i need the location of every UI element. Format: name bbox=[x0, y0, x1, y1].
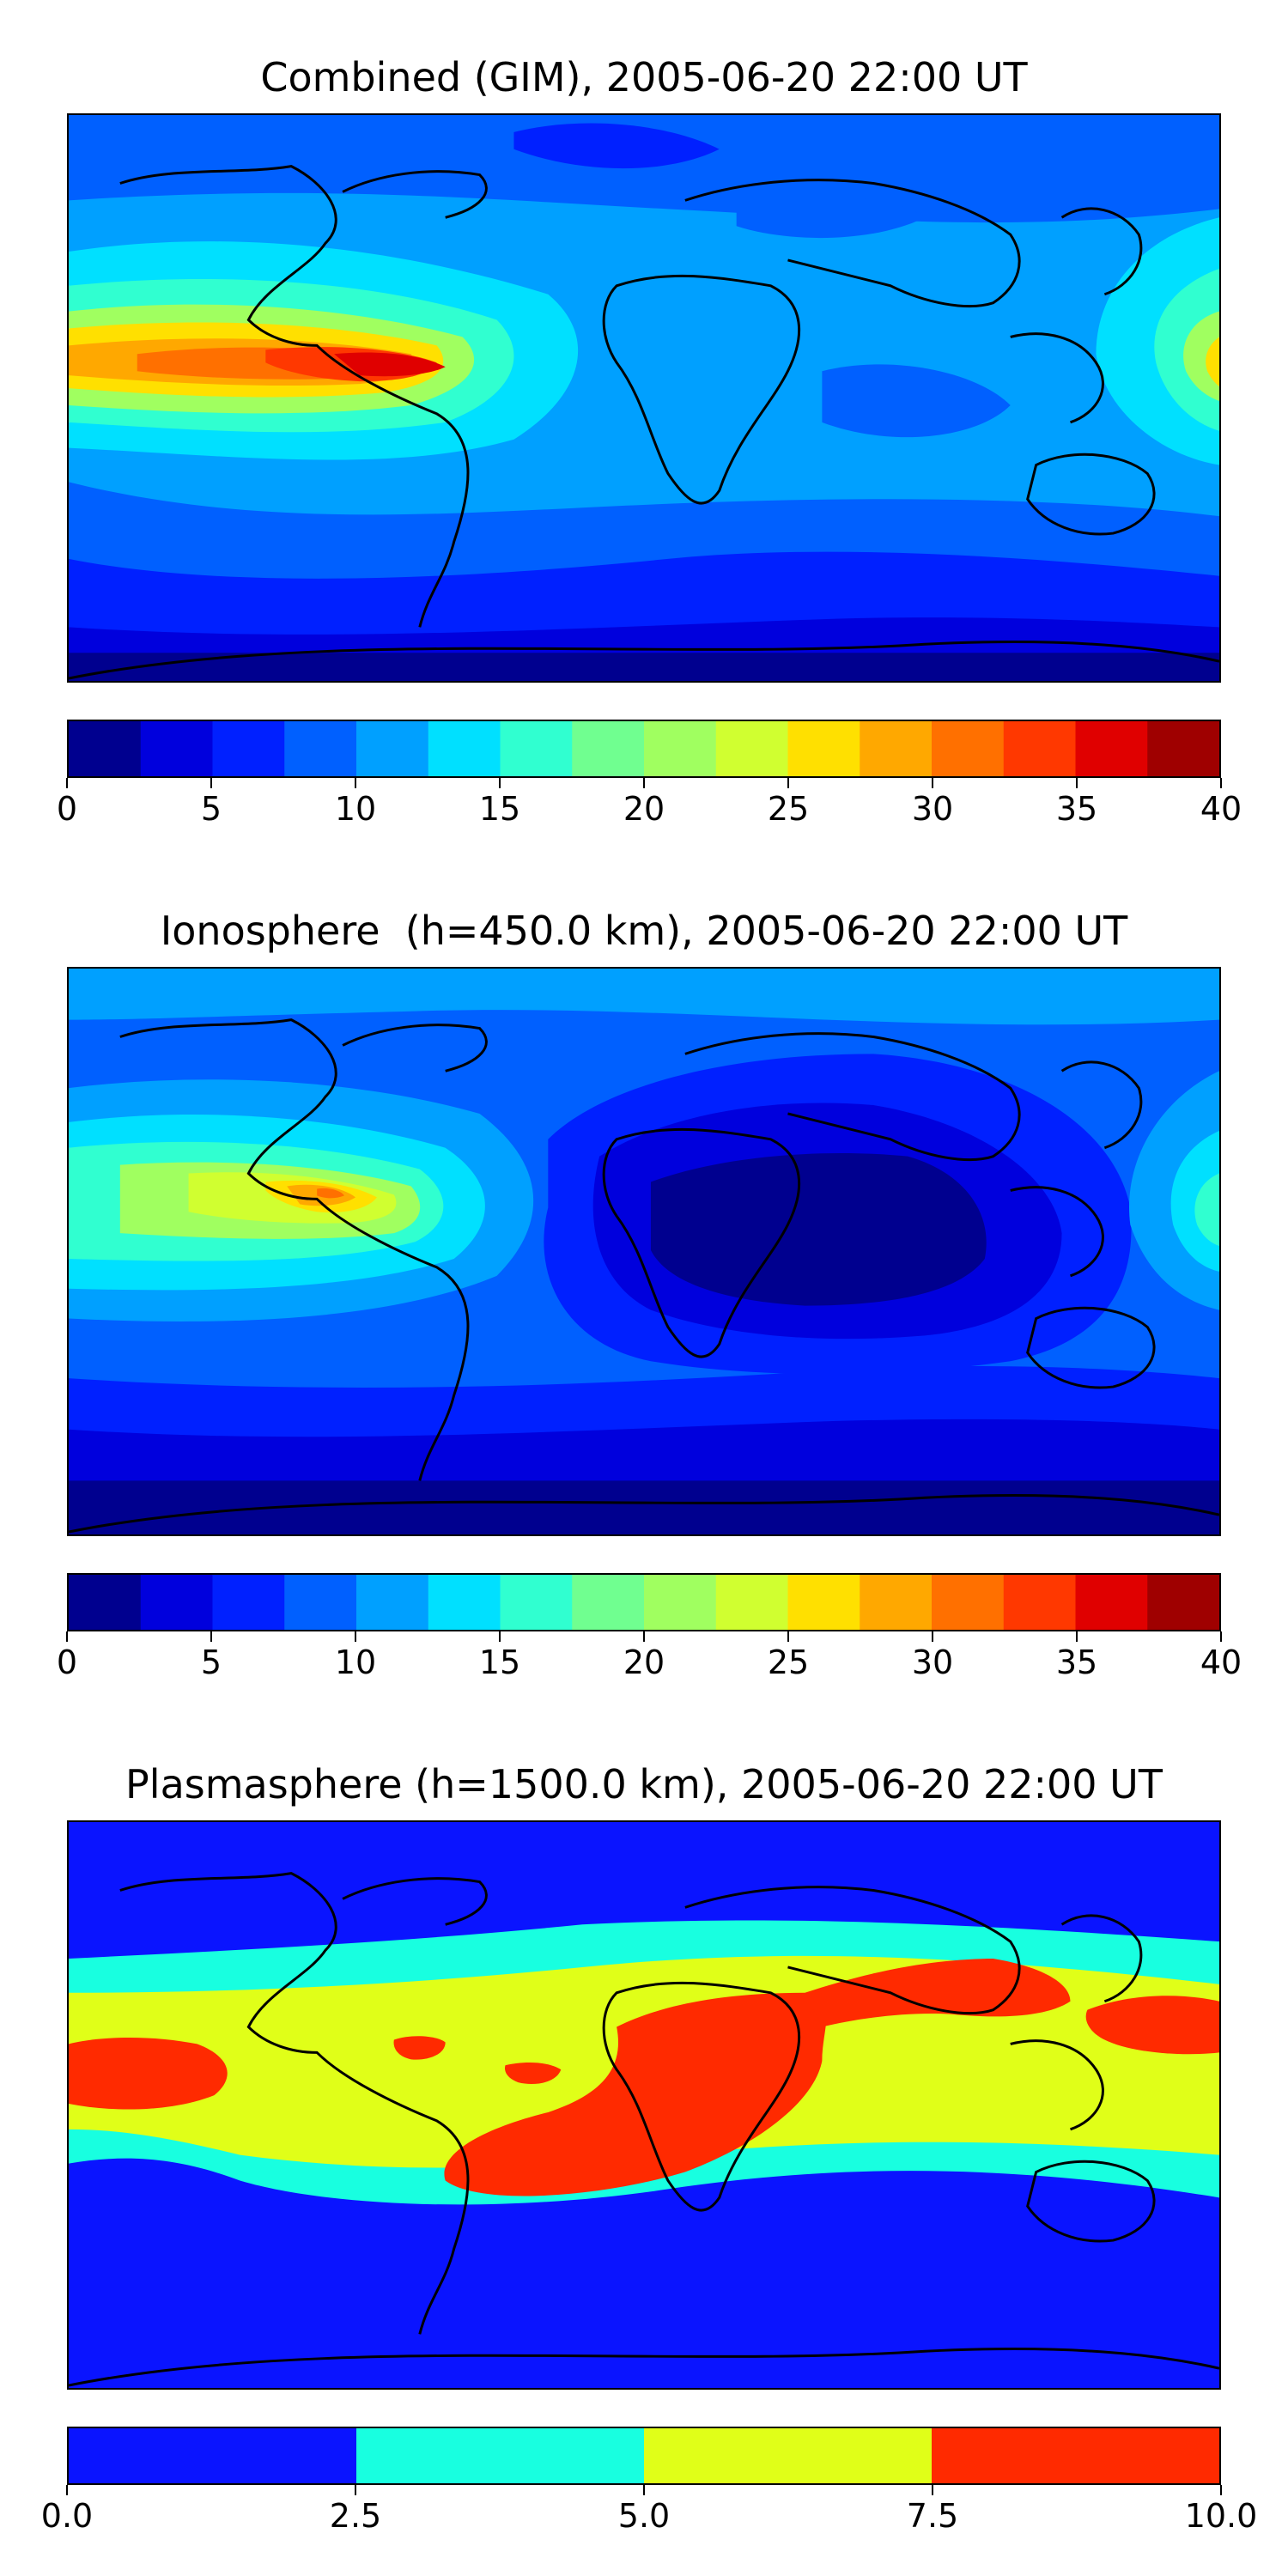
colorbar-swatch bbox=[284, 721, 358, 776]
colorbar-swatch bbox=[1003, 721, 1078, 776]
colorbar-tick-label: 30 bbox=[911, 1643, 954, 1681]
colorbar-swatch bbox=[69, 1575, 143, 1630]
colorbar-tick bbox=[1220, 2485, 1222, 2495]
colorbar-swatch bbox=[1003, 1575, 1078, 1630]
colorbar-tick-label: 30 bbox=[911, 790, 954, 828]
colorbar-swatch bbox=[1075, 1575, 1149, 1630]
colorbar-swatch bbox=[1147, 1575, 1219, 1630]
colorbar-tick-label: 15 bbox=[478, 790, 521, 828]
colorbar-tick bbox=[210, 778, 212, 788]
panel-title-plasmasphere: Plasmasphere (h=1500.0 km), 2005-06-20 2… bbox=[125, 1761, 1163, 1807]
colorbar-combined bbox=[67, 720, 1221, 778]
colorbar-tick-label: 40 bbox=[1200, 790, 1242, 828]
colorbar-swatch bbox=[715, 721, 790, 776]
colorbar-ionosphere bbox=[67, 1573, 1221, 1631]
colorbar-tick bbox=[66, 2485, 68, 2495]
colorbar-ionosphere-ticks: 0 5 10 15 20 25 30 35 40 bbox=[57, 1631, 1242, 1683]
colorbar-plasmasphere-gradient bbox=[69, 2428, 1219, 2483]
colorbar-tick-label: 7.5 bbox=[906, 2497, 959, 2535]
colorbar-tick bbox=[66, 1631, 68, 1642]
colorbar-tick bbox=[932, 778, 933, 788]
colorbar-tick-label: 25 bbox=[767, 790, 810, 828]
colorbar-swatch bbox=[932, 721, 1005, 776]
colorbar-tick-label: 35 bbox=[1055, 790, 1098, 828]
colorbar-tick bbox=[355, 778, 356, 788]
colorbar-swatch bbox=[572, 721, 646, 776]
colorbar-tick bbox=[499, 1631, 501, 1642]
colorbar-swatch bbox=[428, 1575, 502, 1630]
colorbar-swatch bbox=[212, 1575, 286, 1630]
colorbar-tick bbox=[787, 1631, 789, 1642]
colorbar-tick bbox=[355, 1631, 356, 1642]
colorbar-swatch bbox=[932, 2428, 1219, 2483]
colorbar-tick-label: 35 bbox=[1055, 1643, 1098, 1681]
colorbar-swatch bbox=[787, 721, 861, 776]
colorbar-tick-label: 0 bbox=[56, 1643, 78, 1681]
colorbar-tick-label: 25 bbox=[767, 1643, 810, 1681]
colorbar-swatch bbox=[572, 1575, 646, 1630]
colorbar-swatch bbox=[860, 721, 933, 776]
colorbar-tick bbox=[499, 778, 501, 788]
colorbar-tick bbox=[210, 1631, 212, 1642]
colorbar-swatch bbox=[356, 1575, 430, 1630]
colorbar-combined-gradient bbox=[69, 721, 1219, 776]
colorbar-tick bbox=[643, 1631, 645, 1642]
colorbar-tick bbox=[1076, 778, 1078, 788]
colorbar-tick bbox=[66, 778, 68, 788]
colorbar-plasmasphere bbox=[67, 2427, 1221, 2485]
colorbar-tick bbox=[932, 1631, 933, 1642]
colorbar-tick bbox=[643, 2485, 645, 2495]
colorbar-ionosphere-gradient bbox=[69, 1575, 1219, 1630]
colorbar-swatch bbox=[428, 721, 502, 776]
colorbar-tick bbox=[643, 778, 645, 788]
colorbar-swatch bbox=[212, 721, 286, 776]
map-plasmasphere bbox=[67, 1820, 1221, 2390]
colorbar-swatch bbox=[1147, 721, 1219, 776]
colorbar-tick-label: 2.5 bbox=[329, 2497, 382, 2535]
colorbar-swatch bbox=[644, 2428, 938, 2483]
colorbar-tick-label: 0.0 bbox=[40, 2497, 94, 2535]
colorbar-tick-label: 15 bbox=[478, 1643, 521, 1681]
colorbar-tick-label: 5.0 bbox=[617, 2497, 671, 2535]
colorbar-tick bbox=[787, 778, 789, 788]
colorbar-tick-label: 20 bbox=[623, 1643, 665, 1681]
colorbar-tick bbox=[355, 2485, 356, 2495]
colorbar-swatch bbox=[644, 721, 718, 776]
colorbar-swatch bbox=[356, 721, 430, 776]
colorbar-tick bbox=[1076, 1631, 1078, 1642]
colorbar-plasmasphere-ticks: 0.0 2.5 5.0 7.5 10.0 bbox=[41, 2485, 1257, 2537]
colorbar-swatch bbox=[787, 1575, 861, 1630]
colorbar-tick bbox=[932, 2485, 933, 2495]
colorbar-swatch bbox=[140, 1575, 215, 1630]
colorbar-swatch bbox=[69, 721, 143, 776]
panel-title-combined: Combined (GIM), 2005-06-20 22:00 UT bbox=[260, 54, 1028, 100]
colorbar-swatch bbox=[500, 1575, 574, 1630]
colorbar-tick bbox=[1220, 1631, 1222, 1642]
colorbar-tick-label: 0 bbox=[56, 790, 78, 828]
colorbar-swatch bbox=[140, 721, 215, 776]
colorbar-swatch bbox=[715, 1575, 790, 1630]
colorbar-tick-label: 10.0 bbox=[1184, 2497, 1258, 2535]
colorbar-tick-label: 5 bbox=[200, 1643, 222, 1681]
colorbar-swatch bbox=[69, 2428, 362, 2483]
colorbar-tick-label: 40 bbox=[1200, 1643, 1242, 1681]
map-ionosphere bbox=[67, 967, 1221, 1536]
colorbar-swatch bbox=[860, 1575, 933, 1630]
colorbar-tick-label: 10 bbox=[334, 1643, 377, 1681]
colorbar-tick-label: 5 bbox=[200, 790, 222, 828]
colorbar-tick-label: 10 bbox=[334, 790, 377, 828]
colorbar-swatch bbox=[500, 721, 574, 776]
colorbar-combined-ticks: 0 5 10 15 20 25 30 35 40 bbox=[57, 778, 1242, 829]
colorbar-swatch bbox=[284, 1575, 358, 1630]
colorbar-tick-label: 20 bbox=[623, 790, 665, 828]
colorbar-swatch bbox=[644, 1575, 718, 1630]
panel-title-ionosphere: Ionosphere (h=450.0 km), 2005-06-20 22:0… bbox=[160, 908, 1128, 954]
colorbar-tick bbox=[1220, 778, 1222, 788]
map-combined bbox=[67, 113, 1221, 683]
colorbar-swatch bbox=[356, 2428, 650, 2483]
colorbar-swatch bbox=[1075, 721, 1149, 776]
colorbar-swatch bbox=[932, 1575, 1005, 1630]
